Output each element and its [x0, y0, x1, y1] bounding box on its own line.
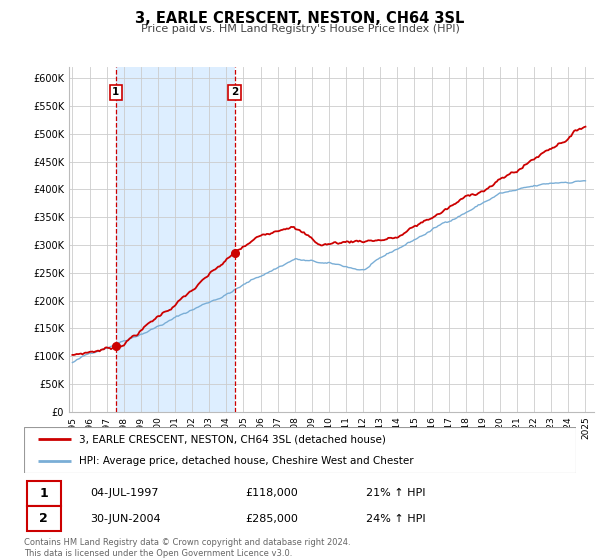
Text: 24% ↑ HPI: 24% ↑ HPI [366, 514, 426, 524]
Text: 2: 2 [40, 512, 48, 525]
Text: Price paid vs. HM Land Registry's House Price Index (HPI): Price paid vs. HM Land Registry's House … [140, 24, 460, 34]
Text: 3, EARLE CRESCENT, NESTON, CH64 3SL (detached house): 3, EARLE CRESCENT, NESTON, CH64 3SL (det… [79, 434, 386, 444]
Text: 2: 2 [231, 87, 238, 97]
Bar [27, 481, 61, 506]
Text: This data is licensed under the Open Government Licence v3.0.: This data is licensed under the Open Gov… [24, 549, 292, 558]
Text: HPI: Average price, detached house, Cheshire West and Chester: HPI: Average price, detached house, Ches… [79, 456, 414, 466]
Text: £285,000: £285,000 [245, 514, 298, 524]
Text: 04-JUL-1997: 04-JUL-1997 [90, 488, 159, 498]
Text: Contains HM Land Registry data © Crown copyright and database right 2024.: Contains HM Land Registry data © Crown c… [24, 539, 350, 548]
Text: 21% ↑ HPI: 21% ↑ HPI [366, 488, 426, 498]
Text: £118,000: £118,000 [245, 488, 298, 498]
Text: 3, EARLE CRESCENT, NESTON, CH64 3SL: 3, EARLE CRESCENT, NESTON, CH64 3SL [136, 11, 464, 26]
Text: 1: 1 [112, 87, 119, 97]
Bar [116, 67, 235, 412]
Bar [27, 506, 61, 531]
Text: 1: 1 [40, 487, 48, 500]
Text: 30-JUN-2004: 30-JUN-2004 [90, 514, 161, 524]
